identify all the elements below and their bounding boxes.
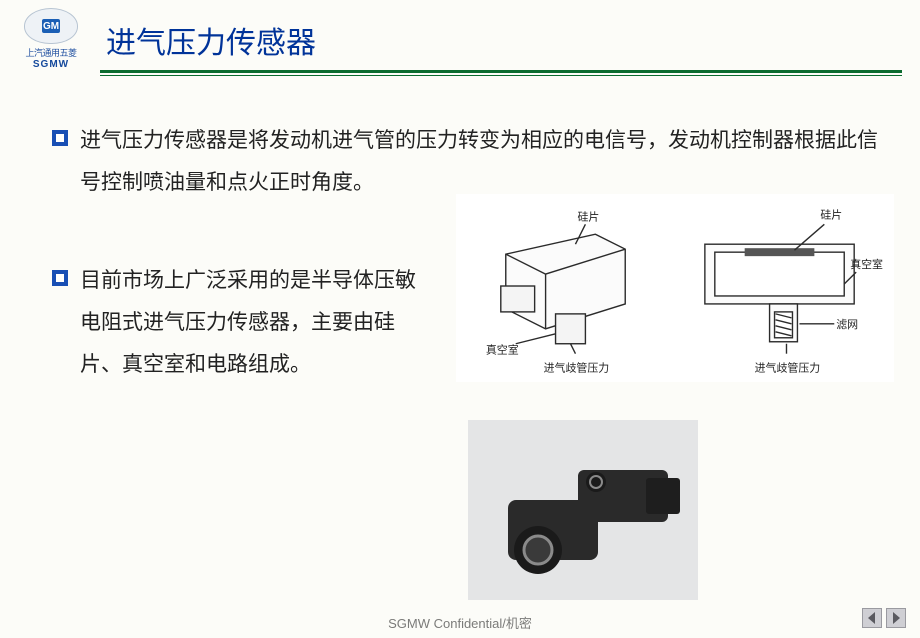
paragraph-2-text: 目前市场上广泛采用的是半导体压敏电阻式进气压力传感器，主要由硅片、真空室和电路组… <box>80 269 416 376</box>
diagram-left-label-left: 真空室 <box>486 343 519 357</box>
bullet-icon <box>52 130 68 146</box>
slide-title-bar: 进气压力传感器 <box>100 18 902 70</box>
diagram-right-label-top: 硅片 <box>820 208 842 221</box>
logo-english-text: SGMW <box>33 59 69 70</box>
paragraph-1: 进气压力传感器是将发动机进气管的压力转变为相应的电信号，发动机控制器根据此信号控… <box>52 120 890 204</box>
next-button[interactable] <box>886 608 906 628</box>
bullet-icon <box>52 270 68 286</box>
diagram-left-label-top: 硅片 <box>577 210 599 223</box>
chevron-left-icon <box>867 612 877 624</box>
paragraph-2: 目前市场上广泛采用的是半导体压敏电阻式进气压力传感器，主要由硅片、真空室和电路组… <box>52 260 432 386</box>
logo-badge: GM <box>24 8 78 44</box>
diagram-left-label-bottom: 进气歧管压力 <box>544 361 610 375</box>
sensor-diagram: 硅片 真空室 进气歧管压力 硅片 真空室 <box>456 194 894 382</box>
brand-logo: GM 上汽通用五菱 SGMW <box>12 8 90 70</box>
prev-button[interactable] <box>862 608 882 628</box>
footer-confidential: SGMW Confidential/机密 <box>0 613 920 632</box>
sensor-photo <box>468 420 698 600</box>
diagram-right-label-right: 滤网 <box>836 318 858 331</box>
chevron-right-icon <box>891 612 901 624</box>
nav-arrows <box>862 608 906 628</box>
title-underline <box>100 70 902 76</box>
logo-chinese-text: 上汽通用五菱 <box>25 46 76 59</box>
logo-badge-text: GM <box>42 19 60 33</box>
diagram-right-label-mid: 真空室 <box>850 257 883 271</box>
slide-title: 进气压力传感器 <box>100 18 902 66</box>
diagram-right-label-bottom: 进气歧管压力 <box>755 361 821 375</box>
sensor-diagram-right: 硅片 真空室 滤网 进气歧管压力 <box>675 194 894 382</box>
sensor-diagram-left: 硅片 真空室 进气歧管压力 <box>456 194 675 382</box>
paragraph-1-text: 进气压力传感器是将发动机进气管的压力转变为相应的电信号，发动机控制器根据此信号控… <box>80 129 878 194</box>
